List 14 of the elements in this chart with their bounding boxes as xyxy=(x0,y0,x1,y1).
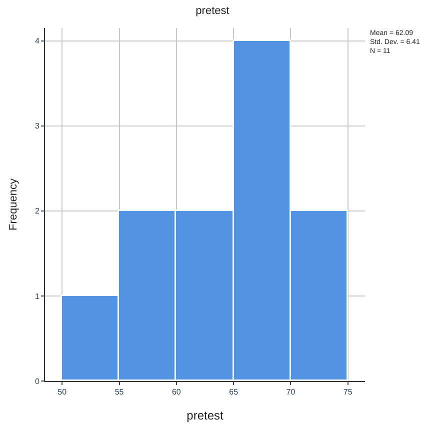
y-tick-label: 0 xyxy=(34,376,40,386)
x-tick-label: 60 xyxy=(172,388,182,397)
y-tick-label: 4 xyxy=(34,36,40,46)
x-tick-label: 65 xyxy=(229,388,239,397)
y-tick-label: 2 xyxy=(34,206,40,216)
x-axis-title: pretest xyxy=(186,408,224,422)
x-tick-label: 55 xyxy=(114,388,124,397)
y-tick-label: 1 xyxy=(34,292,40,301)
x-tick-label: 50 xyxy=(58,388,68,397)
x-tick-label: 70 xyxy=(286,388,296,397)
y-axis-title: Frequency xyxy=(8,178,20,230)
chart-title: pretest xyxy=(196,5,230,18)
x-tick-label: 75 xyxy=(343,388,353,397)
y-tick-label: 3 xyxy=(34,122,40,131)
